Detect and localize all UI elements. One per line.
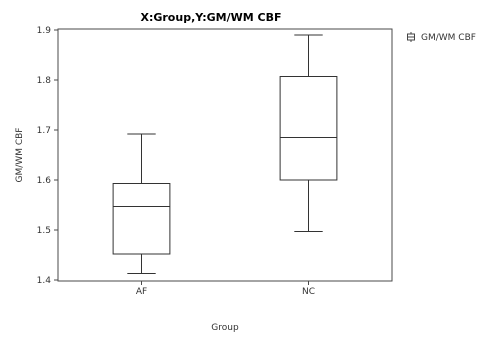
y-tick-label: 1.4 — [37, 276, 52, 286]
box-nc — [280, 35, 337, 232]
y-axis-label: GM/WM CBF — [15, 128, 25, 183]
iqr-box — [280, 77, 337, 181]
boxes-group — [113, 35, 337, 274]
iqr-box — [113, 184, 170, 255]
y-tick-label: 1.6 — [37, 176, 52, 186]
y-axis-ticks: 1.4 1.5 1.6 1.7 1.8 1.9 — [37, 26, 58, 286]
y-tick-label: 1.7 — [37, 126, 51, 136]
y-tick-label: 1.5 — [37, 226, 51, 236]
x-tick-label: NC — [302, 287, 315, 297]
y-tick-label: 1.8 — [37, 76, 52, 86]
legend-box-icon — [408, 32, 415, 42]
plot-area — [58, 29, 392, 281]
chart-title: X:Group,Y:GM/WM CBF — [140, 11, 281, 24]
legend-label: GM/WM CBF — [421, 33, 476, 43]
legend: GM/WM CBF — [408, 32, 476, 43]
x-axis-label: Group — [211, 323, 239, 333]
y-tick-label: 1.9 — [37, 26, 52, 36]
x-tick-label: AF — [136, 287, 147, 297]
box-af — [113, 134, 170, 274]
x-axis-ticks: AF NC — [136, 281, 315, 297]
